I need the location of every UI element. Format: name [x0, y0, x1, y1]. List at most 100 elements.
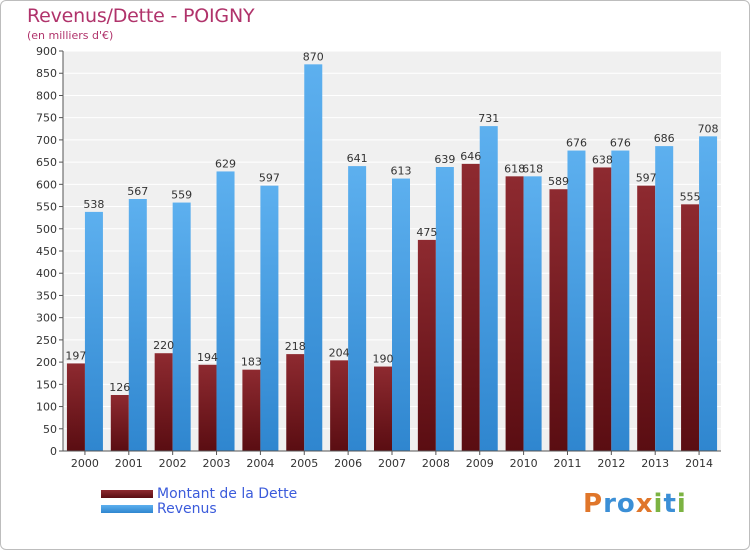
data-label-dette: 126 [109, 381, 130, 394]
x-tick-label: 2000 [71, 457, 99, 470]
bar-dette [110, 395, 129, 451]
x-tick-label: 2008 [422, 457, 450, 470]
logo-letter: r [603, 489, 617, 519]
data-label-dette: 555 [680, 190, 701, 203]
y-tick-label: 300 [36, 312, 57, 325]
x-tick-label: 2005 [290, 457, 318, 470]
bar-revenus [479, 126, 498, 451]
y-tick-label: 100 [36, 401, 57, 414]
y-tick-label: 550 [36, 201, 57, 214]
data-label-revenus: 731 [478, 112, 499, 125]
bar-dette [66, 363, 85, 451]
legend-swatch-revenus [101, 505, 153, 513]
bar-revenus [128, 199, 147, 451]
bar-revenus [84, 211, 103, 451]
bar-revenus [216, 171, 235, 451]
bar-revenus [699, 136, 718, 452]
y-tick-label: 250 [36, 334, 57, 347]
y-tick-label: 50 [43, 423, 57, 436]
y-tick-label: 350 [36, 289, 57, 302]
y-tick-label: 400 [36, 267, 57, 280]
bar-revenus [260, 185, 279, 451]
data-label-revenus: 597 [259, 172, 280, 185]
y-tick-label: 700 [36, 134, 57, 147]
bar-dette [330, 360, 349, 451]
data-label-dette: 475 [416, 226, 437, 239]
bar-dette [417, 239, 436, 451]
bar-dette [374, 366, 392, 451]
y-tick-label: 800 [36, 89, 57, 102]
bar-dette [505, 176, 524, 452]
data-label-dette: 589 [548, 175, 569, 188]
x-tick-label: 2009 [466, 457, 494, 470]
x-tick-label: 2002 [159, 457, 187, 470]
data-label-dette: 646 [460, 150, 481, 163]
data-label-revenus: 676 [566, 137, 587, 150]
bar-dette [681, 204, 700, 451]
y-tick-label: 750 [36, 112, 57, 125]
data-label-dette: 218 [285, 340, 306, 353]
logo-letter: P [583, 489, 604, 519]
logo-letter: x [635, 489, 654, 519]
bar-dette [637, 185, 656, 451]
chart-subtitle: (en milliers d'€) [27, 29, 114, 42]
data-label-revenus: 538 [83, 198, 104, 211]
bar-revenus [304, 64, 323, 452]
data-label-revenus: 639 [434, 153, 455, 166]
bars-group [66, 64, 718, 452]
data-label-dette: 220 [153, 339, 174, 352]
x-tick-label: 2012 [597, 457, 625, 470]
bar-revenus [348, 166, 367, 451]
x-tick-label: 2006 [334, 457, 362, 470]
data-label-revenus: 870 [303, 50, 324, 63]
data-label-dette: 194 [197, 351, 218, 364]
logo-letter: t [663, 489, 677, 519]
y-tick-label: 0 [50, 445, 57, 458]
bar-dette [593, 167, 612, 451]
bar-revenus [655, 146, 674, 451]
data-label-revenus: 708 [698, 122, 719, 135]
data-label-revenus: 567 [127, 185, 148, 198]
data-label-dette: 183 [241, 356, 262, 369]
y-tick-label: 150 [36, 378, 57, 391]
data-label-revenus: 629 [215, 157, 236, 170]
bar-dette [242, 369, 261, 451]
y-axis: 0 50 100 150 200 250 300 350 400 450 500 550 600 650 7… [36, 45, 64, 458]
data-label-dette: 190 [373, 353, 394, 366]
data-labels-group: 197 538 126 567 220 559 194 629 183 597 218 870 204 6… [65, 50, 718, 394]
data-label-dette: 597 [636, 172, 657, 185]
x-axis: 2000 2001 2002 2003 2004 2005 2006 2007 2008 2009… [63, 450, 721, 470]
data-label-dette: 204 [329, 346, 350, 359]
x-tick-label: 2011 [553, 457, 581, 470]
bar-revenus [435, 167, 454, 451]
data-label-revenus: 686 [654, 132, 675, 145]
x-tick-label: 2003 [203, 457, 231, 470]
data-label-revenus: 618 [522, 162, 543, 175]
bar-dette [549, 189, 568, 451]
legend-label-revenus: Revenus [157, 501, 217, 517]
x-tick-label: 2004 [246, 457, 274, 470]
y-tick-label: 600 [36, 178, 57, 191]
bar-dette [461, 163, 480, 451]
data-label-dette: 618 [504, 162, 525, 175]
bar-dette [198, 364, 217, 451]
x-tick-label: 2010 [510, 457, 538, 470]
logo-letter: i [653, 489, 664, 519]
bar-revenus [172, 202, 191, 451]
data-label-revenus: 641 [347, 152, 368, 165]
y-tick-label: 850 [36, 67, 57, 80]
x-tick-label: 2014 [685, 457, 713, 470]
legend-swatch-dette [101, 490, 153, 498]
y-tick-label: 650 [36, 156, 57, 169]
data-label-dette: 197 [65, 349, 86, 362]
data-label-revenus: 676 [610, 137, 631, 150]
bar-revenus [523, 176, 542, 452]
data-label-dette: 638 [592, 153, 613, 166]
logo-letter: i [676, 489, 687, 519]
bar-revenus [611, 150, 630, 452]
proxiti-logo: Proxiti [583, 489, 687, 519]
bar-revenus [567, 150, 586, 452]
y-tick-label: 900 [36, 45, 57, 58]
x-tick-label: 2013 [641, 457, 669, 470]
